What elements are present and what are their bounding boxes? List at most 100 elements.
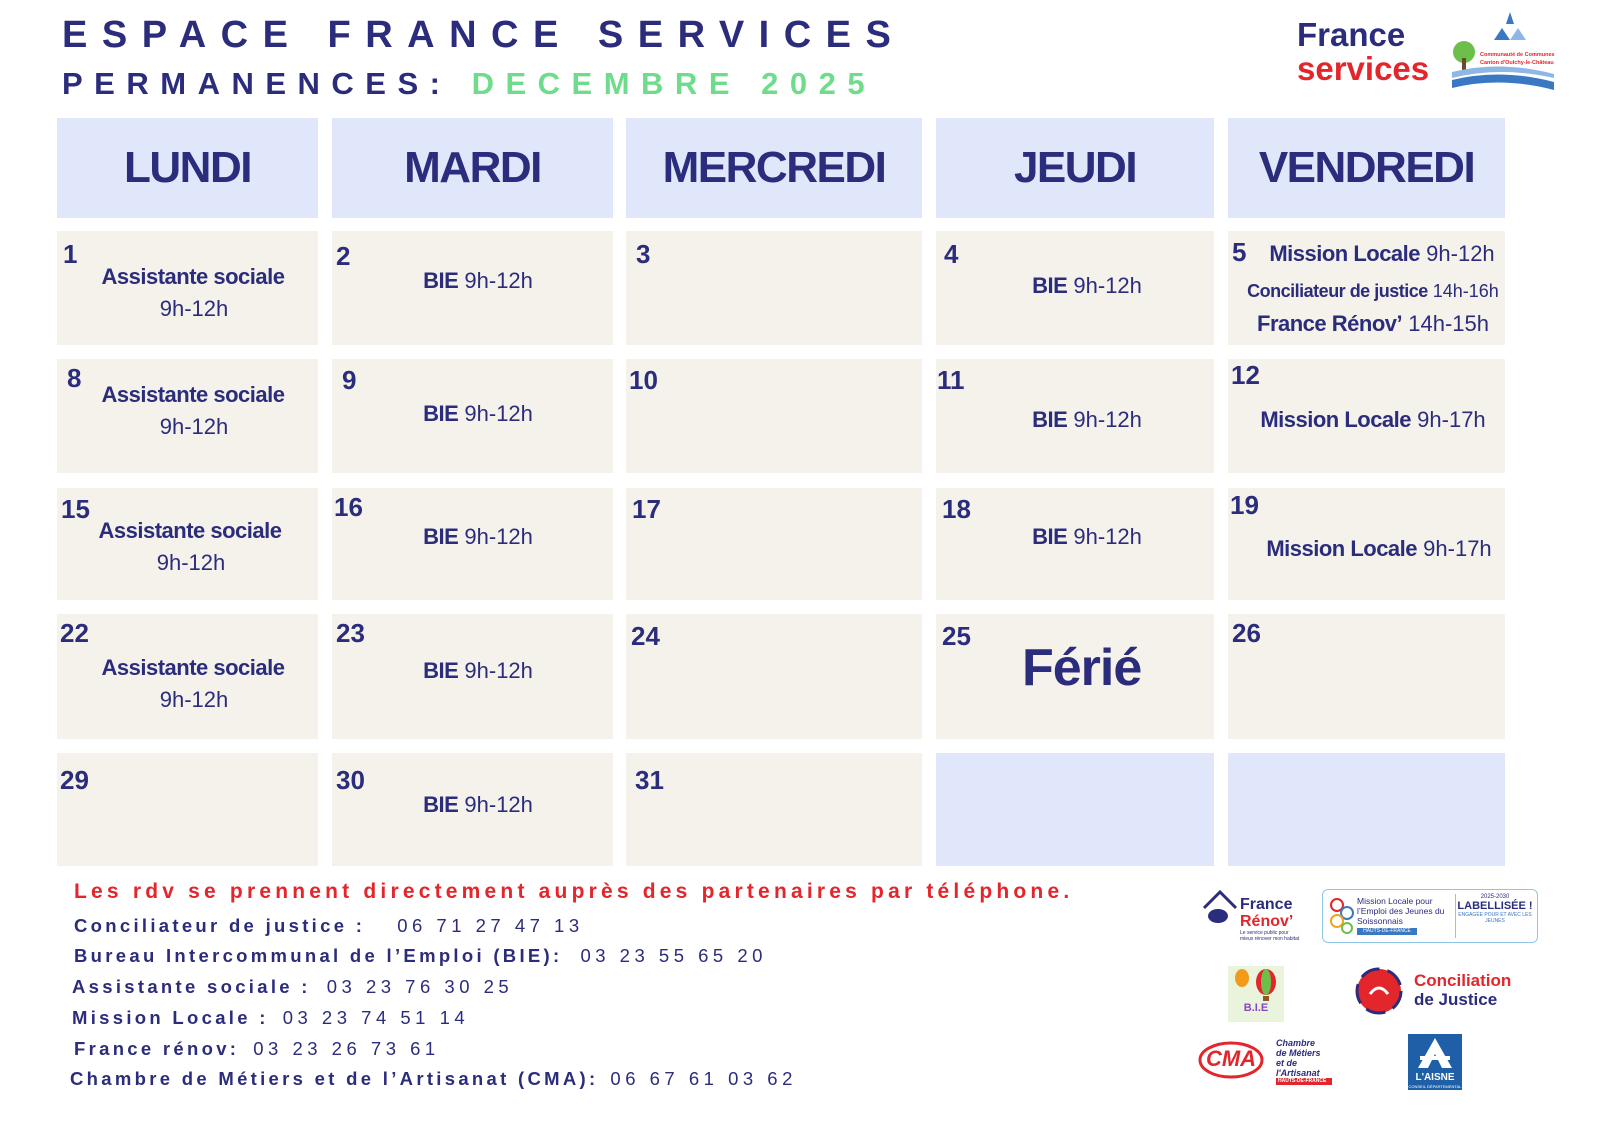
contact-phone: 06 67 61 03 62 (610, 1068, 797, 1089)
france-services-logo: France services (1297, 18, 1429, 86)
event-name: Assistante sociale (101, 655, 285, 680)
footer-notice: Les rdv se prennent directement auprès d… (74, 880, 1074, 903)
event: Mission Locale 9h-12h (1269, 241, 1495, 266)
day-number: 2 (336, 241, 351, 271)
france-renov-logo: France Rénov’ Le service public pour mie… (1200, 886, 1310, 944)
calendar-cell: 18 BIE 9h-12h (936, 488, 1214, 600)
day-number: 22 (60, 618, 89, 648)
event: Mission Locale 9h-17h (1266, 536, 1492, 561)
calendar-cell-empty (1228, 753, 1505, 866)
calendar-cell: 29 (57, 753, 318, 866)
contact-line: France rénov: 03 23 26 73 61 (74, 1038, 440, 1060)
page-subtitle: PERMANENCES: DECEMBRE 2025 (62, 66, 876, 102)
calendar-cell: 26 (1228, 614, 1505, 739)
day-number: 25 (942, 621, 971, 651)
header-vendredi: VENDREDI (1228, 118, 1505, 218)
contact-line: Bureau Intercommunal de l’Emploi (BIE): 0… (74, 945, 767, 967)
day-number: 1 (63, 239, 78, 269)
header-mardi: MARDI (332, 118, 613, 218)
calendar-cell: 22 Assistante sociale 9h-12h (57, 614, 318, 739)
logo-line1: France (1297, 16, 1406, 53)
mission-locale-icon (1330, 898, 1354, 934)
calendar-cell: 3 (626, 231, 922, 345)
calendar-cell: 30 BIE 9h-12h (332, 753, 613, 866)
day-number: 4 (944, 239, 959, 269)
day-number: 23 (336, 618, 365, 648)
logo-line2: services (1297, 50, 1430, 87)
event: BIE 9h-12h (1032, 273, 1142, 298)
calendar-cell: 8 Assistante sociale 9h-12h (57, 359, 318, 473)
mission-locale-logo: Mission Locale pour l’Emploi des Jeunes … (1322, 889, 1538, 943)
day-number: 26 (1232, 618, 1261, 648)
subtitle-month: DECEMBRE 2025 (471, 66, 877, 101)
event-name: Assistante sociale (98, 518, 282, 543)
aisne-emblem-icon (1418, 1038, 1452, 1068)
event-time: 9h-12h (159, 296, 229, 321)
event: Conciliateur de justice 14h-16h (1247, 281, 1499, 301)
calendar-cell: 9 BIE 9h-12h (332, 359, 613, 473)
day-number: 8 (67, 363, 82, 393)
event-time: 9h-12h (159, 687, 229, 712)
event: BIE 9h-12h (1032, 524, 1142, 549)
calendar-cell: 19 Mission Locale 9h-17h (1228, 488, 1505, 600)
contact-line: Mission Locale : 03 23 74 51 14 (72, 1007, 469, 1029)
contact-line: Assistante sociale : 03 23 76 30 25 (72, 976, 513, 998)
calendar-cell: 1 Assistante sociale 9h-12h (57, 231, 318, 345)
event: BIE 9h-12h (423, 268, 533, 293)
contact-phone: 03 23 26 73 61 (253, 1038, 440, 1059)
event-time: 9h-12h (159, 414, 229, 439)
event-name: Assistante sociale (101, 382, 285, 407)
day-number: 17 (632, 494, 661, 524)
calendar-cell: 31 (626, 753, 922, 866)
day-number: 19 (1230, 490, 1259, 520)
balloon-icon (1235, 969, 1276, 1001)
contact-phone: 03 23 55 65 20 (580, 945, 767, 966)
calendar-cell: 25 Férié (936, 614, 1214, 739)
event: BIE 9h-12h (423, 524, 533, 549)
calendar-cell: 17 (626, 488, 922, 600)
event: BIE 9h-12h (1032, 407, 1142, 432)
contact-label: France rénov: (74, 1038, 240, 1059)
day-number: 11 (937, 365, 965, 395)
contact-label: Assistante sociale : (72, 976, 311, 997)
aisne-logo: L'AISNE CONSEIL DÉPARTEMENTAL (1408, 1034, 1462, 1090)
event-name: Assistante sociale (101, 264, 285, 289)
event: Mission Locale 9h-17h (1260, 407, 1486, 432)
event: BIE 9h-12h (423, 401, 533, 426)
day-number: 12 (1231, 360, 1260, 390)
calendar-cell: 5 Mission Locale 9h-12h Conciliateur de … (1228, 231, 1505, 345)
cma-logo: CMA Chambre de Métiers et de l'Artisanat… (1198, 1036, 1332, 1085)
event: BIE 9h-12h (423, 658, 533, 683)
day-number: 15 (61, 494, 90, 524)
day-number: 30 (336, 765, 365, 795)
contact-phone: 03 23 76 30 25 (326, 976, 514, 997)
day-number: 24 (631, 621, 660, 651)
day-number: 3 (636, 239, 651, 269)
bie-logo: B.I.E (1228, 966, 1284, 1022)
page-title: ESPACE FRANCE SERVICES (62, 14, 906, 56)
event-time: 9h-12h (156, 550, 226, 575)
day-number: 31 (635, 765, 664, 795)
day-number: 9 (342, 365, 357, 395)
event: France Rénov’ 14h-15h (1257, 311, 1489, 336)
contact-label: Conciliateur de justice : (74, 915, 366, 936)
calendar-cell-empty (936, 753, 1214, 866)
justice-icon (1355, 967, 1403, 1015)
day-number: 10 (629, 365, 658, 395)
day-number: 18 (942, 494, 971, 524)
conciliation-justice-logo: Conciliation de Justice (1352, 964, 1511, 1018)
calendar-cell: 4 BIE 9h-12h (936, 231, 1214, 345)
header-lundi: LUNDI (57, 118, 318, 218)
event: BIE 9h-12h (423, 792, 533, 817)
svg-text:Communauté de Communes: Communauté de Communes (1480, 52, 1555, 58)
calendar-cell: 11 BIE 9h-12h (936, 359, 1214, 473)
day-number: 29 (60, 765, 89, 795)
calendar-cell: 24 (626, 614, 922, 739)
calendar-cell: 16 BIE 9h-12h (332, 488, 613, 600)
holiday-label: Férié (1022, 639, 1142, 697)
calendar-cell: 10 (626, 359, 922, 473)
communaute-communes-logo: Communauté de Communes Canton d'Oulchy-l… (1452, 12, 1555, 90)
subtitle-prefix: PERMANENCES: (62, 66, 452, 101)
day-number: 16 (334, 492, 363, 522)
cma-emblem-icon (1198, 1041, 1264, 1079)
